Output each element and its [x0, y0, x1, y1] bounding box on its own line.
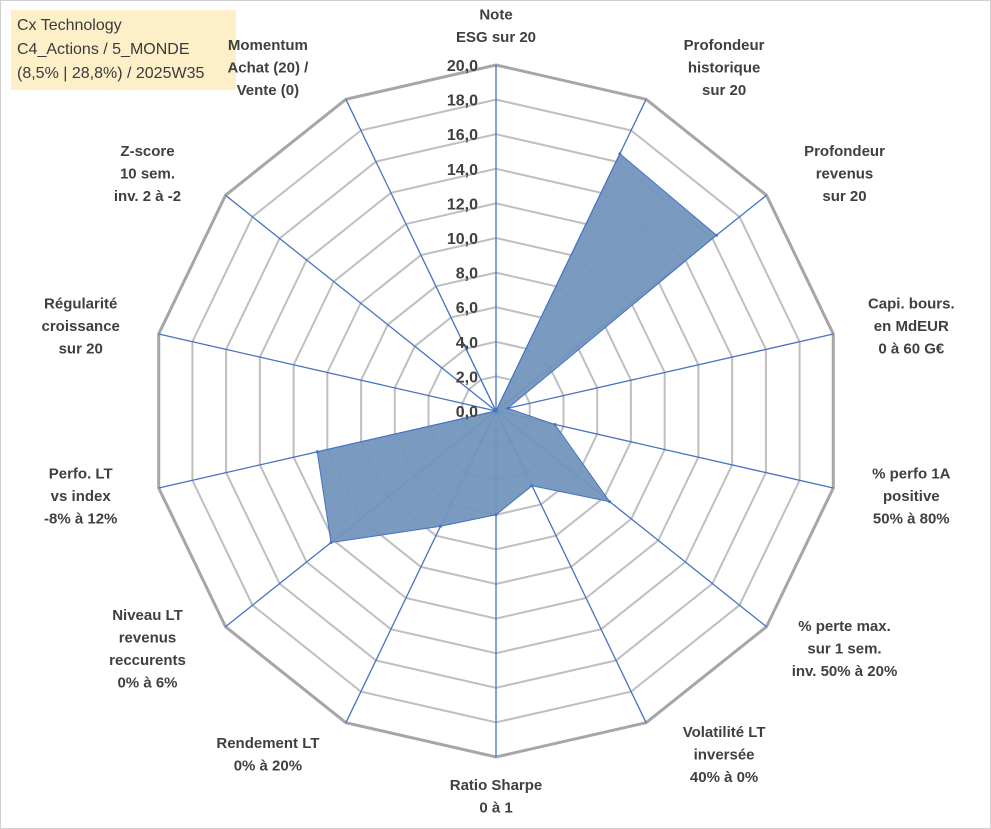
axis-label-9-line-1: revenus — [119, 629, 177, 646]
tick-label-5: 10,0 — [447, 231, 478, 248]
title-line-1: Cx Technology — [17, 17, 122, 34]
tick-label-7: 14,0 — [447, 162, 478, 179]
axis-label-8: Rendement LT 0% à 20% — [216, 735, 319, 775]
axis-label-13-line-1: Achat (20) / — [227, 60, 309, 77]
axis-label-9-line-2: reccurents — [109, 652, 186, 669]
axis-label-7-line-1: 0 à 1 — [479, 800, 512, 817]
axis-label-8-line-0: Rendement LT — [216, 735, 319, 752]
title-line-2: C4_Actions / 5_MONDE — [17, 41, 190, 58]
axis-label-7: Ratio Sharpe 0 à 1 — [450, 777, 543, 817]
axis-label-5-line-1: sur 1 sem. — [807, 641, 881, 658]
axis-label-0-line-1: ESG sur 20 — [456, 29, 536, 46]
data-point-3 — [506, 406, 510, 410]
axis-label-11-line-1: croissance — [42, 318, 120, 335]
axis-label-9-line-0: Niveau LT — [112, 607, 183, 624]
data-point-1 — [618, 152, 622, 156]
axis-label-0-line-0: Note — [479, 7, 512, 24]
tick-label-1: 2,0 — [456, 369, 478, 386]
data-point-2 — [715, 233, 718, 237]
tick-label-9: 18,0 — [447, 93, 478, 110]
axis-label-3-line-1: en MdEUR — [874, 318, 949, 335]
axis-label-1-line-1: historique — [688, 60, 761, 77]
series-area — [316, 153, 718, 544]
axis-label-9-line-3: 0% à 6% — [117, 674, 177, 691]
tick-label-6: 12,0 — [447, 196, 478, 213]
data-point-12 — [494, 409, 498, 413]
tick-label-3: 6,0 — [456, 300, 478, 317]
axis-label-2-line-0: Profondeur — [804, 143, 885, 160]
tick-label-0: 0,0 — [456, 404, 478, 421]
spoke-3 — [495, 333, 834, 412]
axis-label-5: % perte max. sur 1 sem. inv. 50% à 20% — [792, 618, 898, 680]
tick-label-10: 20,0 — [447, 58, 478, 75]
tick-label-2: 4,0 — [456, 335, 478, 352]
data-point-4 — [553, 423, 557, 426]
axis-label-3-line-2: 0 à 60 G€ — [878, 341, 945, 358]
axis-label-12: Z-score 10 sem. inv. 2 à -2 — [114, 143, 181, 205]
data-point-10 — [315, 450, 319, 454]
spoke-11 — [158, 333, 497, 412]
axis-label-2-line-1: revenus — [816, 166, 874, 183]
axis-label-11: Régularité croissance sur 20 — [42, 296, 120, 358]
axis-label-5-line-0: % perte max. — [798, 618, 891, 635]
axis-label-2: Profondeur revenus sur 20 — [804, 143, 885, 205]
axis-label-6-line-1: inversée — [694, 746, 755, 763]
spoke-12 — [225, 194, 497, 412]
radar-series — [315, 152, 718, 545]
axis-label-10: Perfo. LT vs index -8% à 12% — [44, 465, 117, 527]
axis-label-11-line-2: sur 20 — [59, 341, 103, 358]
axis-label-1: Profondeur historique sur 20 — [684, 37, 765, 99]
axis-label-8-line-1: 0% à 20% — [234, 758, 302, 775]
axis-label-10-line-2: -8% à 12% — [44, 510, 117, 527]
data-point-8 — [439, 524, 442, 528]
axis-label-12-line-1: 10 sem. — [120, 166, 175, 183]
axis-label-7-line-0: Ratio Sharpe — [450, 777, 543, 794]
axis-label-13-line-0: Momentum — [228, 37, 308, 54]
axis-label-13: Momentum Achat (20) / Vente (0) — [227, 37, 309, 99]
radar-axis-labels: Note ESG sur 20 Profondeur historique sur 20… — [42, 7, 955, 817]
tick-label-4: 8,0 — [456, 266, 478, 283]
axis-label-12-line-0: Z-score — [120, 143, 174, 160]
data-point-9 — [329, 541, 333, 545]
axis-label-9: Niveau LT revenus reccurents 0% à 6% — [109, 607, 186, 692]
axis-label-5-line-2: inv. 50% à 20% — [792, 663, 898, 680]
data-point-6 — [530, 484, 534, 488]
axis-label-3-line-0: Capi. bours. — [868, 296, 955, 313]
axis-label-1-line-0: Profondeur — [684, 37, 765, 54]
axis-label-4-line-2: 50% à 80% — [873, 510, 950, 527]
tick-label-8: 16,0 — [447, 127, 478, 144]
title-line-3: (8,5% | 28,8%) / 2025W35 — [17, 65, 205, 82]
axis-label-4: % perfo 1A positive 50% à 80% — [872, 465, 951, 527]
axis-label-3: Capi. bours. en MdEUR 0 à 60 G€ — [868, 296, 955, 358]
axis-label-2-line-2: sur 20 — [822, 188, 866, 205]
chart-title-box: Cx Technology C4_Actions / 5_MONDE (8,5%… — [11, 10, 236, 90]
axis-label-12-line-2: inv. 2 à -2 — [114, 188, 181, 205]
axis-label-4-line-1: positive — [883, 488, 940, 505]
data-point-13 — [463, 344, 466, 347]
axis-label-6: Volatilité LT inversée 40% à 0% — [683, 724, 766, 786]
axis-label-4-line-0: % perfo 1A — [872, 465, 951, 482]
data-point-7 — [494, 513, 498, 517]
axis-label-6-line-0: Volatilité LT — [683, 724, 766, 741]
axis-label-13-line-2: Vente (0) — [237, 82, 300, 99]
axis-label-11-line-0: Régularité — [44, 296, 117, 313]
axis-label-6-line-2: 40% à 0% — [690, 769, 758, 786]
axis-label-10-line-0: Perfo. LT — [49, 465, 113, 482]
axis-label-0: Note ESG sur 20 — [456, 7, 536, 47]
axis-label-10-line-1: vs index — [51, 488, 112, 505]
radar-tick-labels: 0,0 2,0 4,0 6,0 8,0 10,0 12,0 14,0 16,0 18,0 20,0 — [447, 58, 478, 421]
data-point-5 — [608, 500, 612, 504]
axis-label-1-line-2: sur 20 — [702, 82, 746, 99]
